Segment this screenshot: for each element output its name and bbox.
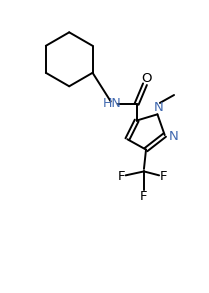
- Text: N: N: [168, 130, 178, 143]
- Text: O: O: [141, 72, 151, 85]
- Text: F: F: [159, 170, 167, 183]
- Text: HN: HN: [102, 98, 121, 110]
- Text: F: F: [118, 170, 125, 183]
- Text: N: N: [154, 100, 164, 114]
- Text: F: F: [140, 190, 148, 203]
